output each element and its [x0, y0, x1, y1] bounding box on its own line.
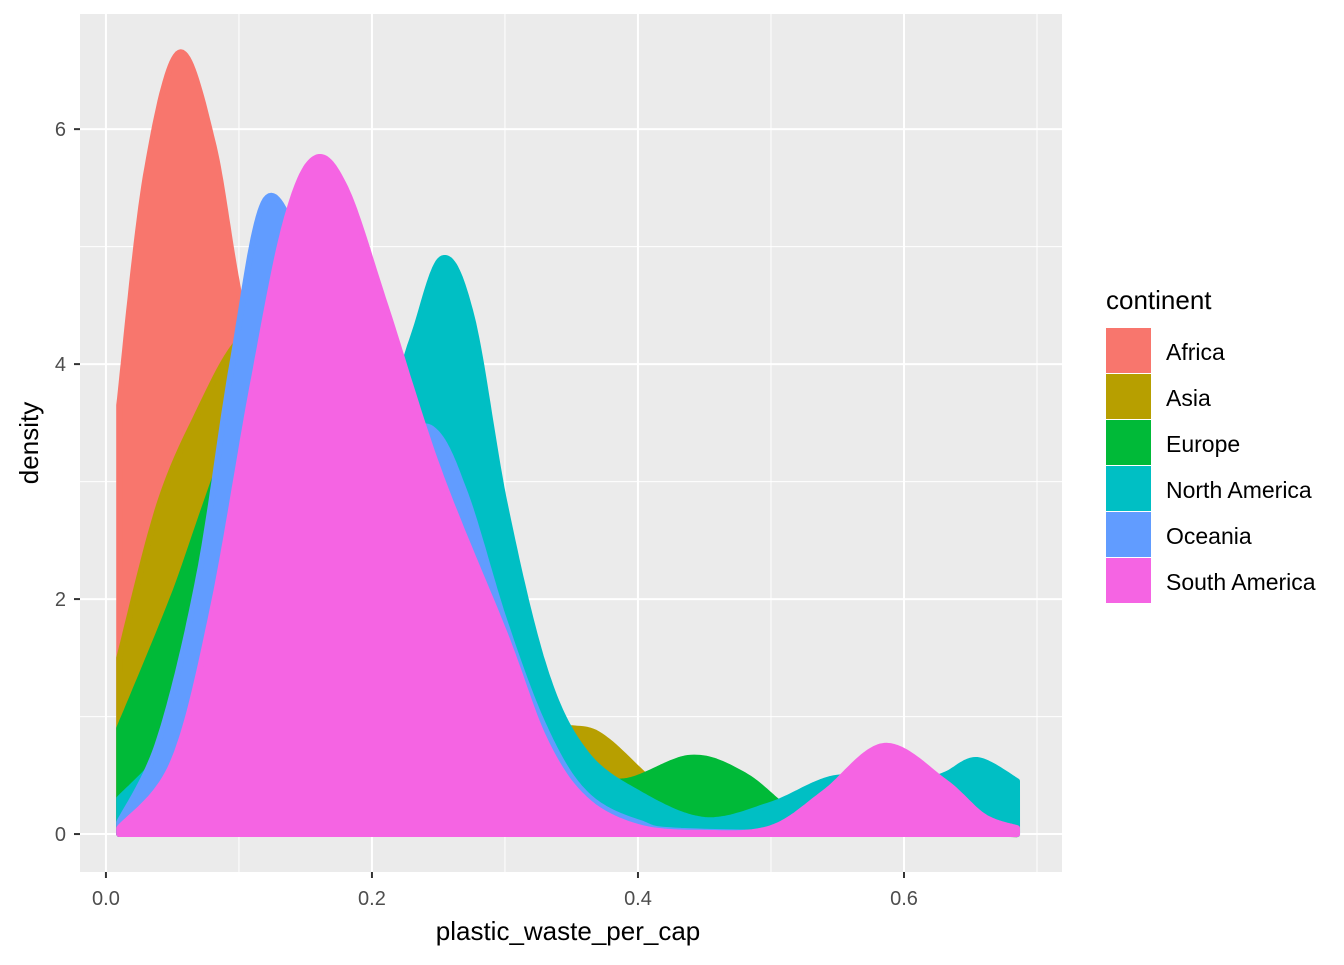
y-tick-label: 4	[55, 354, 66, 376]
legend-label-asia: Asia	[1166, 385, 1211, 411]
y-tick-label: 0	[55, 824, 66, 846]
x-tick-label: 0.2	[358, 888, 386, 910]
y-tick-label: 6	[55, 119, 66, 141]
legend-key-oceania	[1106, 512, 1151, 557]
legend-key-north-america	[1106, 466, 1151, 511]
density-area-south-america	[116, 154, 1021, 838]
legend-title: continent	[1106, 285, 1212, 315]
legend-label-south-america: South America	[1166, 569, 1316, 595]
legend-label-africa: Africa	[1166, 339, 1225, 365]
density-areas	[116, 49, 1021, 838]
legend-label-oceania: Oceania	[1166, 523, 1252, 549]
legend-key-africa	[1106, 328, 1151, 373]
x-tick-label: 0.4	[624, 888, 652, 910]
x-axis-title: plastic_waste_per_cap	[436, 916, 701, 946]
gridlines	[80, 14, 1062, 872]
y-axis-title: density	[14, 402, 44, 484]
legend-label-north-america: North America	[1166, 477, 1312, 503]
legend-key-south-america	[1106, 558, 1151, 603]
x-axis: 0.0 0.2 0.4 0.6	[92, 872, 918, 910]
legend-key-asia	[1106, 374, 1151, 419]
legend-label-europe: Europe	[1166, 431, 1240, 457]
legend-key-europe	[1106, 420, 1151, 465]
legend: continent Africa Asia Europe North America O…	[1106, 285, 1316, 603]
x-tick-label: 0.0	[92, 888, 120, 910]
x-tick-label: 0.6	[890, 888, 918, 910]
y-tick-label: 2	[55, 589, 66, 611]
y-axis: 0 2 4 6	[55, 119, 80, 846]
